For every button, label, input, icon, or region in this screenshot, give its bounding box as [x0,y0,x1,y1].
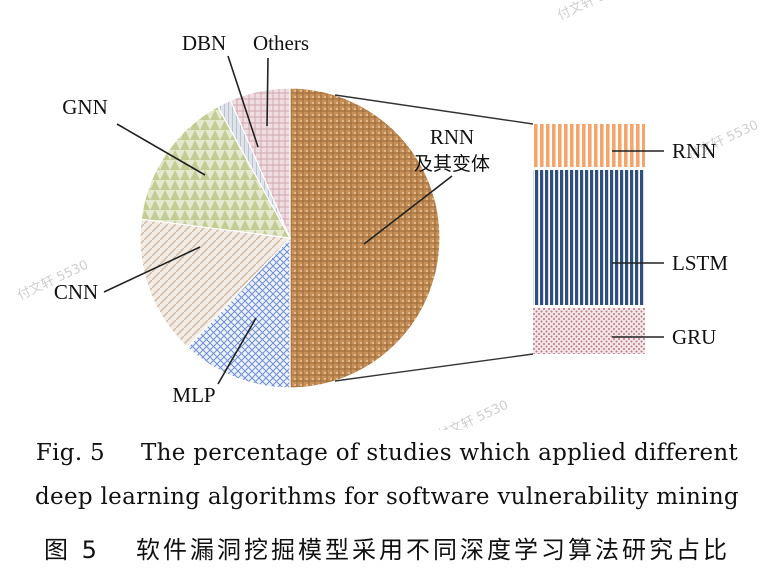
caption-en-line2: deep learning algorithms for software vu… [35,484,739,510]
caption-en-text1: The percentage of studies which applied … [140,440,739,466]
label-dbn: DBN [182,31,226,55]
caption-cn-text: 软件漏洞挖掘模型采用不同深度学习算法研究占比 [135,536,730,564]
pie-slice-rnn-variants [289,87,441,389]
bar-segment-gru [533,308,645,354]
pie-slice-others [229,87,291,239]
caption-en-number: Fig. 5 [35,440,105,466]
label-lstm: LSTM [672,251,728,275]
label-rnn-variants-line2: 及其变体 [414,153,490,175]
connector-line-top [334,94,534,125]
connector-line-bottom [334,353,534,382]
label-others: Others [253,31,309,55]
bar-segment-rnn [533,124,645,167]
caption-cn: 图 5 软件漏洞挖掘模型采用不同深度学习算法研究占比 [0,530,774,565]
pie [139,87,441,389]
pie-slice-mlp [186,236,291,389]
label-rnn: RNN [672,139,716,163]
label-mlp: MLP [172,383,215,407]
leader-line-gnn [116,123,206,176]
label-gnn: GNN [62,95,108,119]
leader-line-dbn [227,55,259,148]
leader-line-cnn [103,246,201,293]
watermark: 付文轩 5530 [435,398,510,430]
watermark: 付文轩 5530 [555,0,630,24]
leader-line-others [266,57,269,127]
caption-en-line1: Fig. 5 The percentage of studies which ap… [0,440,774,466]
label-cnn: CNN [54,280,98,304]
leader-line-rnn-variants [363,175,453,245]
caption-cn-number: 图 5 [44,536,100,564]
label-rnn-variants-line1: RNN [430,125,474,149]
label-gru: GRU [672,325,716,349]
bar-segment-lstm [533,170,645,305]
breakdown-bar [533,124,645,354]
pie-breakdown-chart: 付文轩 5530 付文轩 5530 付文轩 5530 付文轩 5530 RNN … [15,0,760,430]
pie-slice-gnn [140,105,292,239]
leader-line-mlp [217,317,257,385]
pie-slice-cnn [139,218,292,349]
